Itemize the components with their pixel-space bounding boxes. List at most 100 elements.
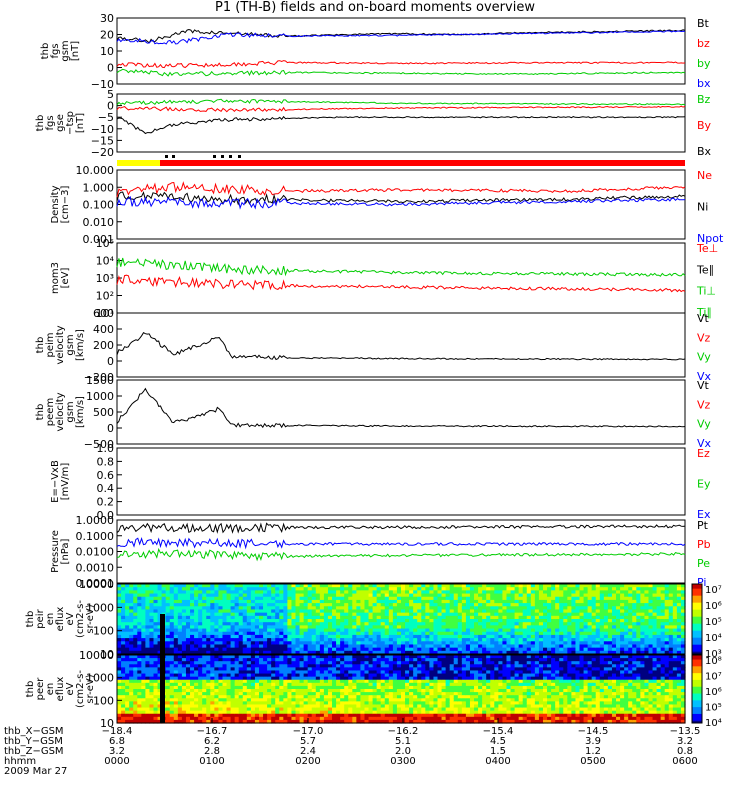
spectrogram-cell bbox=[206, 664, 211, 668]
spectrogram-cell bbox=[405, 664, 410, 668]
spectrogram-cell bbox=[299, 644, 305, 649]
spectrogram-cell bbox=[263, 634, 268, 639]
spectrogram-cell bbox=[303, 590, 309, 595]
spectrogram-cell bbox=[125, 685, 130, 690]
spectrogram-cell bbox=[494, 609, 499, 614]
spectrogram-cell bbox=[267, 704, 272, 709]
spectrogram-cell bbox=[413, 676, 418, 681]
spectrogram-cell bbox=[599, 593, 605, 598]
spectrogram-cell bbox=[547, 609, 552, 614]
spectrogram-cell bbox=[287, 676, 293, 681]
spectrogram-cell bbox=[514, 619, 520, 623]
spectrogram-cell bbox=[425, 685, 430, 690]
spectrogram-cell bbox=[628, 641, 633, 646]
spectrogram-cell bbox=[206, 619, 211, 623]
spectrogram-cell bbox=[559, 628, 564, 633]
spectrogram-cell bbox=[384, 612, 390, 617]
spectrogram-cell bbox=[344, 682, 349, 687]
spectrogram-cell bbox=[242, 689, 248, 693]
spectrogram-cell bbox=[534, 593, 540, 598]
spectrogram-cell bbox=[169, 590, 175, 595]
spectrogram-cell bbox=[583, 612, 589, 617]
spectrogram-cell bbox=[352, 638, 357, 642]
spectrogram-cell bbox=[327, 603, 333, 607]
spectrogram-cell bbox=[551, 587, 556, 591]
spectrogram-cell bbox=[246, 692, 252, 696]
spectrogram-cell bbox=[250, 707, 256, 712]
spectrogram-cell bbox=[169, 599, 175, 604]
spectrogram-cell bbox=[587, 590, 593, 595]
spectrogram-cell bbox=[283, 670, 288, 675]
spectrogram-cell bbox=[575, 622, 581, 626]
spectrogram-cell bbox=[474, 590, 479, 595]
spectrogram-cell bbox=[141, 682, 146, 687]
spectrogram-cell bbox=[352, 710, 357, 715]
spectrogram-cell bbox=[125, 655, 130, 659]
spectrogram-cell bbox=[543, 625, 548, 630]
spectrogram-cell bbox=[267, 689, 272, 693]
spectrogram-cell bbox=[384, 664, 390, 668]
spectrogram-cell bbox=[271, 685, 276, 690]
spectrogram-cell bbox=[372, 612, 378, 617]
spectrogram-cell bbox=[137, 647, 142, 652]
spectrogram-cell bbox=[640, 628, 646, 633]
spectrogram-cell bbox=[583, 622, 589, 626]
spectrogram-cell bbox=[567, 644, 572, 649]
spectrogram-cell bbox=[664, 622, 670, 626]
spectrogram-cell bbox=[283, 707, 288, 712]
spectrogram-cell bbox=[267, 710, 272, 715]
spectrogram-cell bbox=[417, 609, 422, 614]
spectrogram-cell bbox=[242, 596, 248, 601]
spectrogram-cell bbox=[409, 619, 414, 623]
spectrogram-cell bbox=[676, 638, 682, 642]
spectrogram-cell bbox=[125, 658, 130, 662]
spectrogram-cell bbox=[384, 625, 390, 630]
spectrogram-cell bbox=[202, 647, 207, 652]
spectrogram-cell bbox=[173, 603, 179, 607]
spectrogram-cell bbox=[417, 689, 422, 693]
spectrogram-cell bbox=[433, 587, 439, 591]
spectrogram-cell bbox=[263, 655, 268, 659]
spectrogram-cell bbox=[279, 641, 284, 646]
spectrogram-cell bbox=[190, 590, 195, 595]
spectrogram-cell bbox=[263, 638, 268, 642]
spectrogram-cell bbox=[234, 593, 240, 598]
spectrogram-cell bbox=[376, 587, 382, 591]
spectrogram-cell bbox=[405, 685, 410, 690]
spectrogram-cell bbox=[222, 603, 228, 607]
spectrogram-cell bbox=[254, 685, 260, 690]
spectrogram-cell bbox=[559, 641, 564, 646]
spectrogram-cell bbox=[380, 584, 386, 588]
spectrogram-cell bbox=[153, 698, 159, 702]
spectrogram-cell bbox=[514, 625, 520, 630]
spectrogram-cell bbox=[133, 628, 138, 633]
spectrogram-cell bbox=[575, 650, 581, 655]
spectrogram-cell bbox=[388, 661, 394, 665]
spectrogram-cell bbox=[348, 593, 353, 598]
spectrogram-cell bbox=[311, 650, 317, 655]
spectrogram-cell bbox=[214, 698, 220, 702]
spectrogram-cell bbox=[238, 622, 244, 626]
spectrogram-cell bbox=[185, 713, 191, 718]
spectrogram-cell bbox=[595, 606, 601, 611]
spectrogram-cell bbox=[125, 679, 130, 684]
spectrogram-cell bbox=[409, 625, 414, 630]
spectrogram-cell bbox=[583, 619, 589, 623]
spectrogram-cell bbox=[332, 606, 337, 611]
spectrogram-cell bbox=[165, 716, 171, 721]
spectrogram-cell bbox=[279, 682, 284, 687]
spectrogram-cell bbox=[417, 599, 422, 604]
spectrogram-cell bbox=[490, 647, 495, 652]
spectrogram-cell bbox=[303, 599, 309, 604]
spectrogram-cell bbox=[603, 644, 609, 649]
spectrogram-cell bbox=[226, 698, 232, 702]
spectrogram-cell bbox=[141, 609, 146, 614]
spectrogram-cell bbox=[319, 685, 325, 690]
spectrogram-cell bbox=[323, 615, 329, 620]
spectrogram-cell bbox=[620, 587, 625, 591]
spectrogram-cell bbox=[417, 658, 422, 662]
spectrogram-cell bbox=[206, 661, 211, 665]
spectrogram-cell bbox=[502, 606, 508, 611]
spectrogram-cell bbox=[242, 698, 248, 702]
spectrogram-cell bbox=[198, 615, 203, 620]
